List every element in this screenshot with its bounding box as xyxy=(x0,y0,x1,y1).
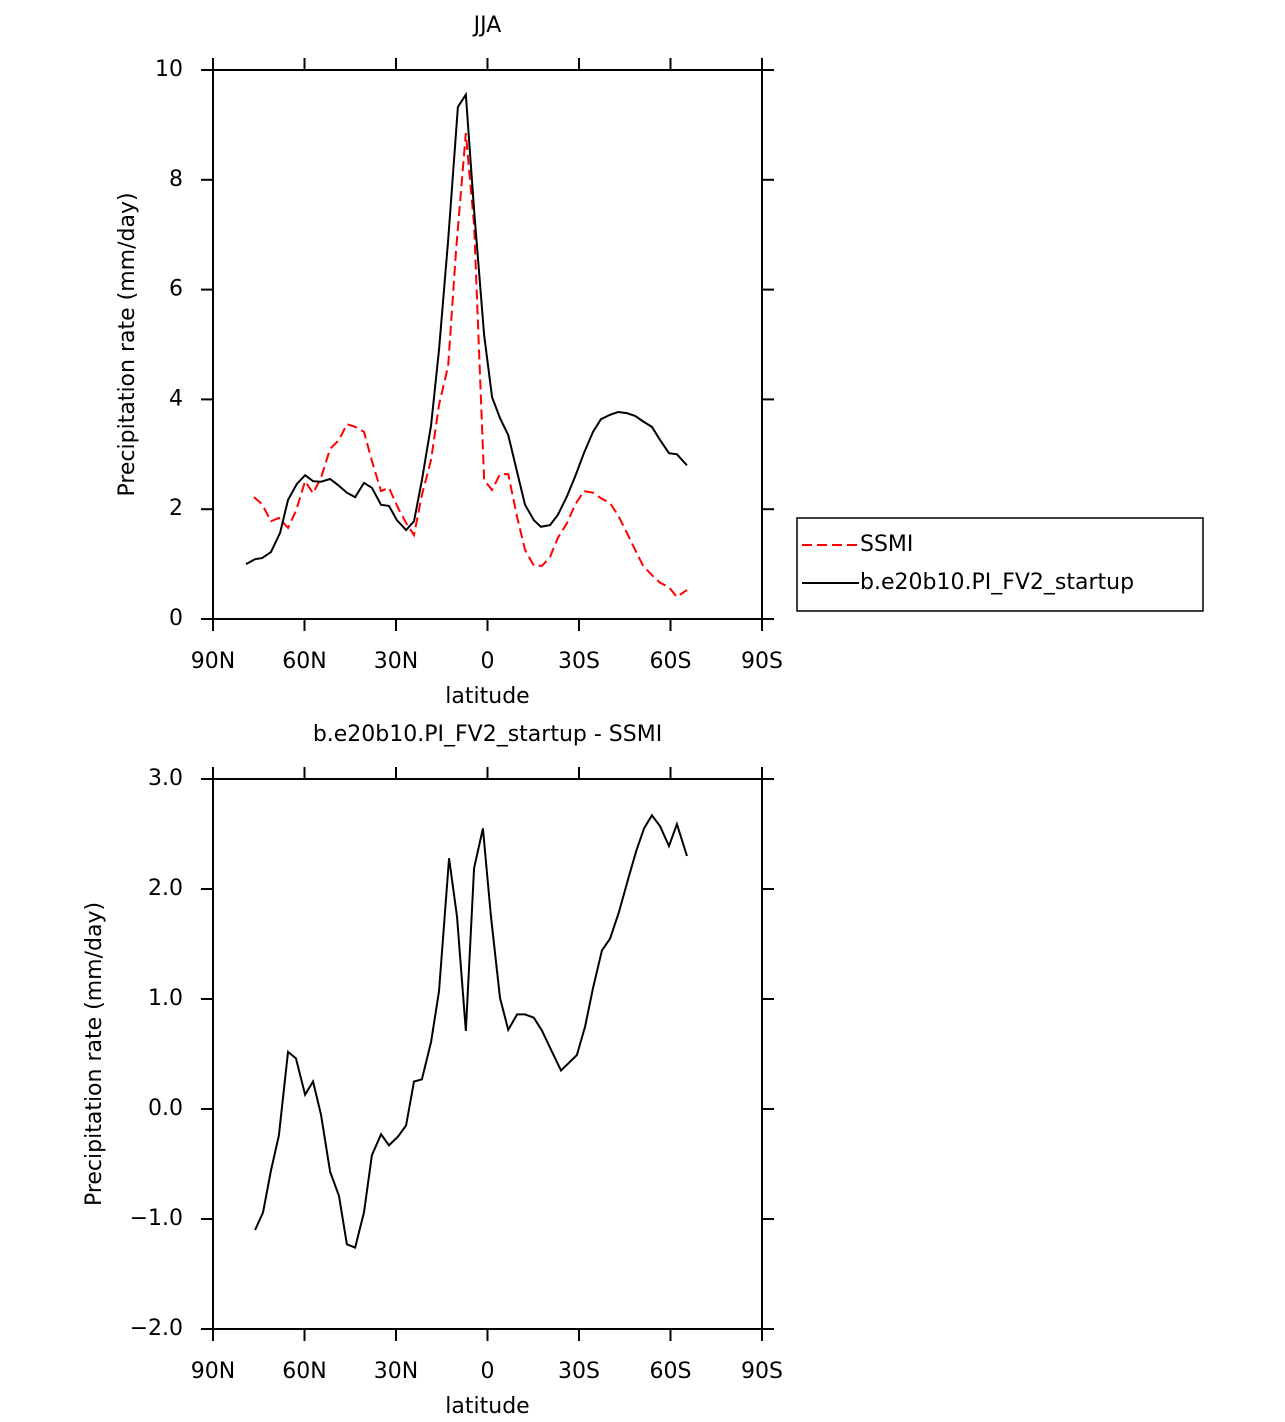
x-tick-label: 90S xyxy=(741,649,783,674)
y-tick-label: 10 xyxy=(155,57,183,82)
plot-frame xyxy=(212,778,763,1330)
legend-label: SSMI xyxy=(860,532,913,557)
y-tick-label: 4 xyxy=(169,386,183,411)
data-line xyxy=(253,133,688,599)
x-tick-label: 90S xyxy=(741,1359,783,1384)
x-tick-label: 30N xyxy=(374,1359,418,1384)
x-tick-label: 0 xyxy=(481,649,495,674)
y-tick-label: 8 xyxy=(169,167,183,192)
y-tick-label: 0 xyxy=(169,606,183,631)
y-tick-label: 0.0 xyxy=(148,1096,183,1121)
y-tick-label: −2.0 xyxy=(130,1316,183,1341)
x-tick-label: 30S xyxy=(558,1359,600,1384)
x-tick-label: 30N xyxy=(374,649,418,674)
y-tick-label: −1.0 xyxy=(130,1206,183,1231)
x-axis-label: latitude xyxy=(445,1394,529,1419)
data-line xyxy=(245,91,688,565)
chart-title: JJA xyxy=(472,13,502,38)
x-tick-label: 0 xyxy=(481,1359,495,1384)
x-tick-label: 90N xyxy=(191,649,235,674)
legend-label: b.e20b10.PI_FV2_startup xyxy=(860,570,1134,595)
y-tick-label: 3.0 xyxy=(148,766,183,791)
x-tick-label: 60S xyxy=(650,1359,692,1384)
chart-title: b.e20b10.PI_FV2_startup - SSMI xyxy=(313,722,662,747)
x-tick-label: 90N xyxy=(191,1359,235,1384)
x-tick-label: 60N xyxy=(282,1359,326,1384)
data-line xyxy=(254,813,688,1249)
y-tick-label: 2 xyxy=(169,496,183,521)
y-tick-label: 1.0 xyxy=(148,986,183,1011)
x-tick-label: 60S xyxy=(650,649,692,674)
y-tick-label: 2.0 xyxy=(148,876,183,901)
y-tick-label: 6 xyxy=(169,277,183,302)
x-tick-label: 30S xyxy=(558,649,600,674)
plot-frame xyxy=(212,69,763,620)
y-axis-label: Precipitation rate (mm/day) xyxy=(82,902,107,1206)
x-axis-label: latitude xyxy=(445,684,529,709)
legend-box xyxy=(796,517,1204,612)
y-axis-label: Precipitation rate (mm/day) xyxy=(115,192,140,496)
x-tick-label: 60N xyxy=(282,649,326,674)
